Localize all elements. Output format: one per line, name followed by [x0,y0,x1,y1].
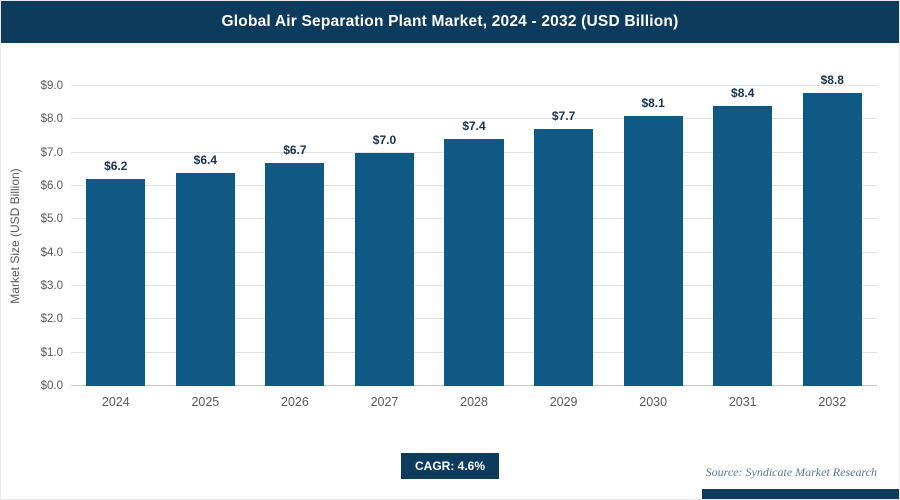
chart-title: Global Air Separation Plant Market, 2024… [221,13,679,30]
bar-value-label: $6.7 [283,142,307,157]
x-tick-label-2028: 2028 [460,395,488,409]
bar-slot-2028: $7.4 [429,86,519,386]
x-tick-label-2027: 2027 [370,395,399,409]
bar-value-label: $7.7 [551,109,576,124]
bottom-strip [702,489,899,499]
y-tick-label: $0.0 [40,380,63,392]
x-tick-label-2025: 2025 [191,395,220,409]
bar-value-label: $7.4 [462,119,486,134]
bar-2030: $8.1 [623,96,683,386]
bar-slot-2024: $6.2 [71,86,161,386]
bar-2024: $6.2 [86,159,146,386]
x-axis-labels: 2024 2025 2026 2027 2028 2029 2030 2031 2032 [71,395,877,409]
bar-2025: $6.4 [175,153,235,386]
y-tick-label: $4.0 [40,246,63,259]
bars-container: $6.2 $6.4 $6.7 $7.0 $7.4 $7.7 $8.1 $8.4 $8.8 [71,73,878,386]
bar-slot-2025: $6.4 [161,86,251,386]
y-tick-label: $1.0 [40,346,63,359]
chart-header: Global Air Separation Plant Market, 2024… [1,1,899,43]
x-tick-label-2024: 2024 [101,395,130,409]
bar-2028: $7.4 [444,119,504,386]
bar-slot-2026: $6.7 [250,86,340,386]
gridline [71,118,877,120]
x-tick-label-2026: 2026 [281,395,309,409]
bar-2031: $8.4 [713,86,773,386]
bar-slot-2030: $8.1 [608,86,698,386]
y-tick-label: $9.0 [40,80,63,92]
bar-slot-2031: $8.4 [698,86,788,386]
y-tick-label: $6.0 [40,180,63,193]
x-tick-label-2030: 2030 [639,395,668,409]
x-tick-label-2029: 2029 [549,395,578,409]
bar-2032: $8.8 [802,73,862,386]
y-tick-label: $8.0 [40,113,63,126]
bar-2029: $7.7 [534,109,594,386]
cagr-badge: CAGR: 4.6% [400,453,500,479]
bar-slot-2032: $8.8 [788,73,878,386]
bar-value-label: $8.4 [731,86,755,100]
y-tick-label: $5.0 [40,213,63,226]
y-tick-label: $7.0 [40,146,63,159]
plot-area: $0.0 $1.0 $2.0 $3.0 $4.0 $5.0 $6.0 $7.0 $8.0 $9.0… [41,73,878,392]
bar-value-label: $8.8 [820,72,844,87]
x-tick-label-2031: 2031 [728,395,757,409]
bar-2026: $6.7 [265,143,325,386]
bar-2027: $7.0 [354,133,415,386]
y-tick-label: $2.0 [40,313,63,326]
bar-value-label: $7.0 [372,132,397,147]
bar-value-label: $6.4 [193,152,218,167]
x-tick-label-2032: 2032 [818,395,847,409]
bar-value-label: $6.2 [104,159,128,174]
bar-slot-2027: $7.0 [340,86,430,386]
bar-value-label: $8.1 [641,96,665,110]
y-tick-label: $3.0 [40,280,63,293]
source-text: Source: Syndicate Market Research [705,465,877,479]
bar-slot-2029: $7.7 [519,86,609,386]
gridline [71,85,877,86]
